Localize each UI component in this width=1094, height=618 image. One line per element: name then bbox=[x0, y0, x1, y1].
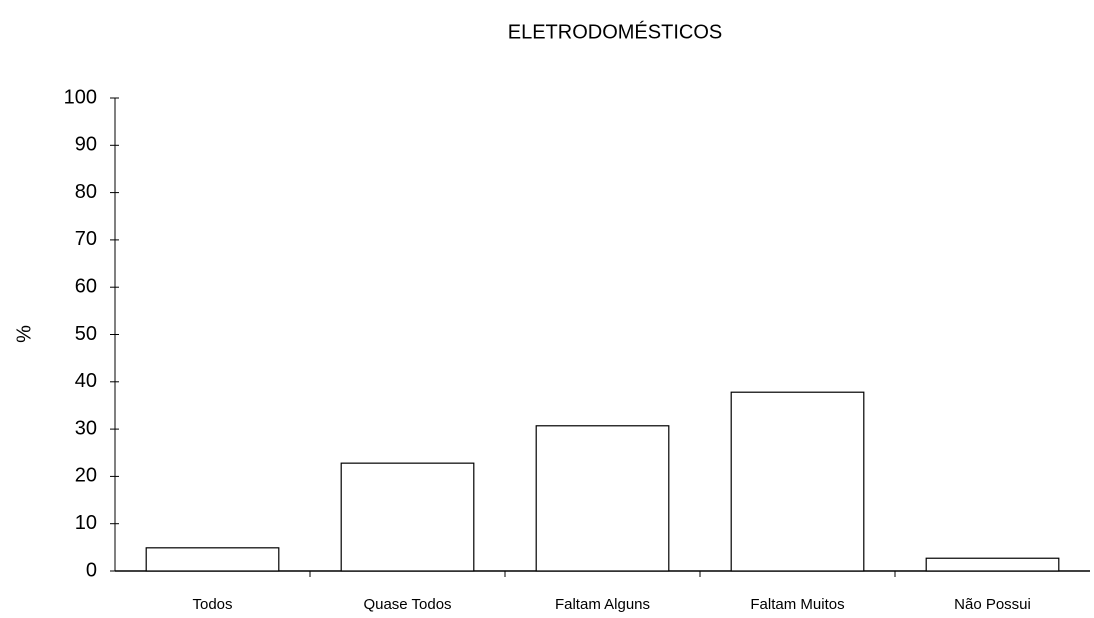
y-tick-label: 10 bbox=[75, 512, 97, 534]
y-tick-label: 90 bbox=[75, 134, 97, 156]
x-tick-label: Faltam Muitos bbox=[750, 596, 844, 613]
y-tick-label: 50 bbox=[75, 323, 97, 345]
bar bbox=[145, 547, 280, 572]
y-axis-label: % bbox=[13, 325, 35, 343]
y-tick-label: 60 bbox=[75, 275, 97, 297]
y-tick-label: 20 bbox=[75, 465, 97, 487]
x-tick-label: Quase Todos bbox=[363, 596, 451, 613]
bar bbox=[340, 462, 475, 572]
y-tick-label: 80 bbox=[75, 181, 97, 203]
bar bbox=[730, 391, 865, 572]
y-tick-label: 30 bbox=[75, 417, 97, 439]
y-tick-label: 100 bbox=[64, 86, 97, 108]
x-tick-label: Todos bbox=[192, 596, 232, 613]
x-tick-label: Não Possui bbox=[954, 596, 1031, 613]
x-tick-label: Faltam Alguns bbox=[555, 596, 650, 613]
bar bbox=[535, 425, 670, 572]
y-tick-label: 0 bbox=[86, 559, 97, 581]
chart-title: ELETRODOMÉSTICOS bbox=[508, 20, 722, 43]
y-tick-label: 40 bbox=[75, 370, 97, 392]
bar bbox=[925, 557, 1060, 572]
y-tick-label: 70 bbox=[75, 228, 97, 250]
